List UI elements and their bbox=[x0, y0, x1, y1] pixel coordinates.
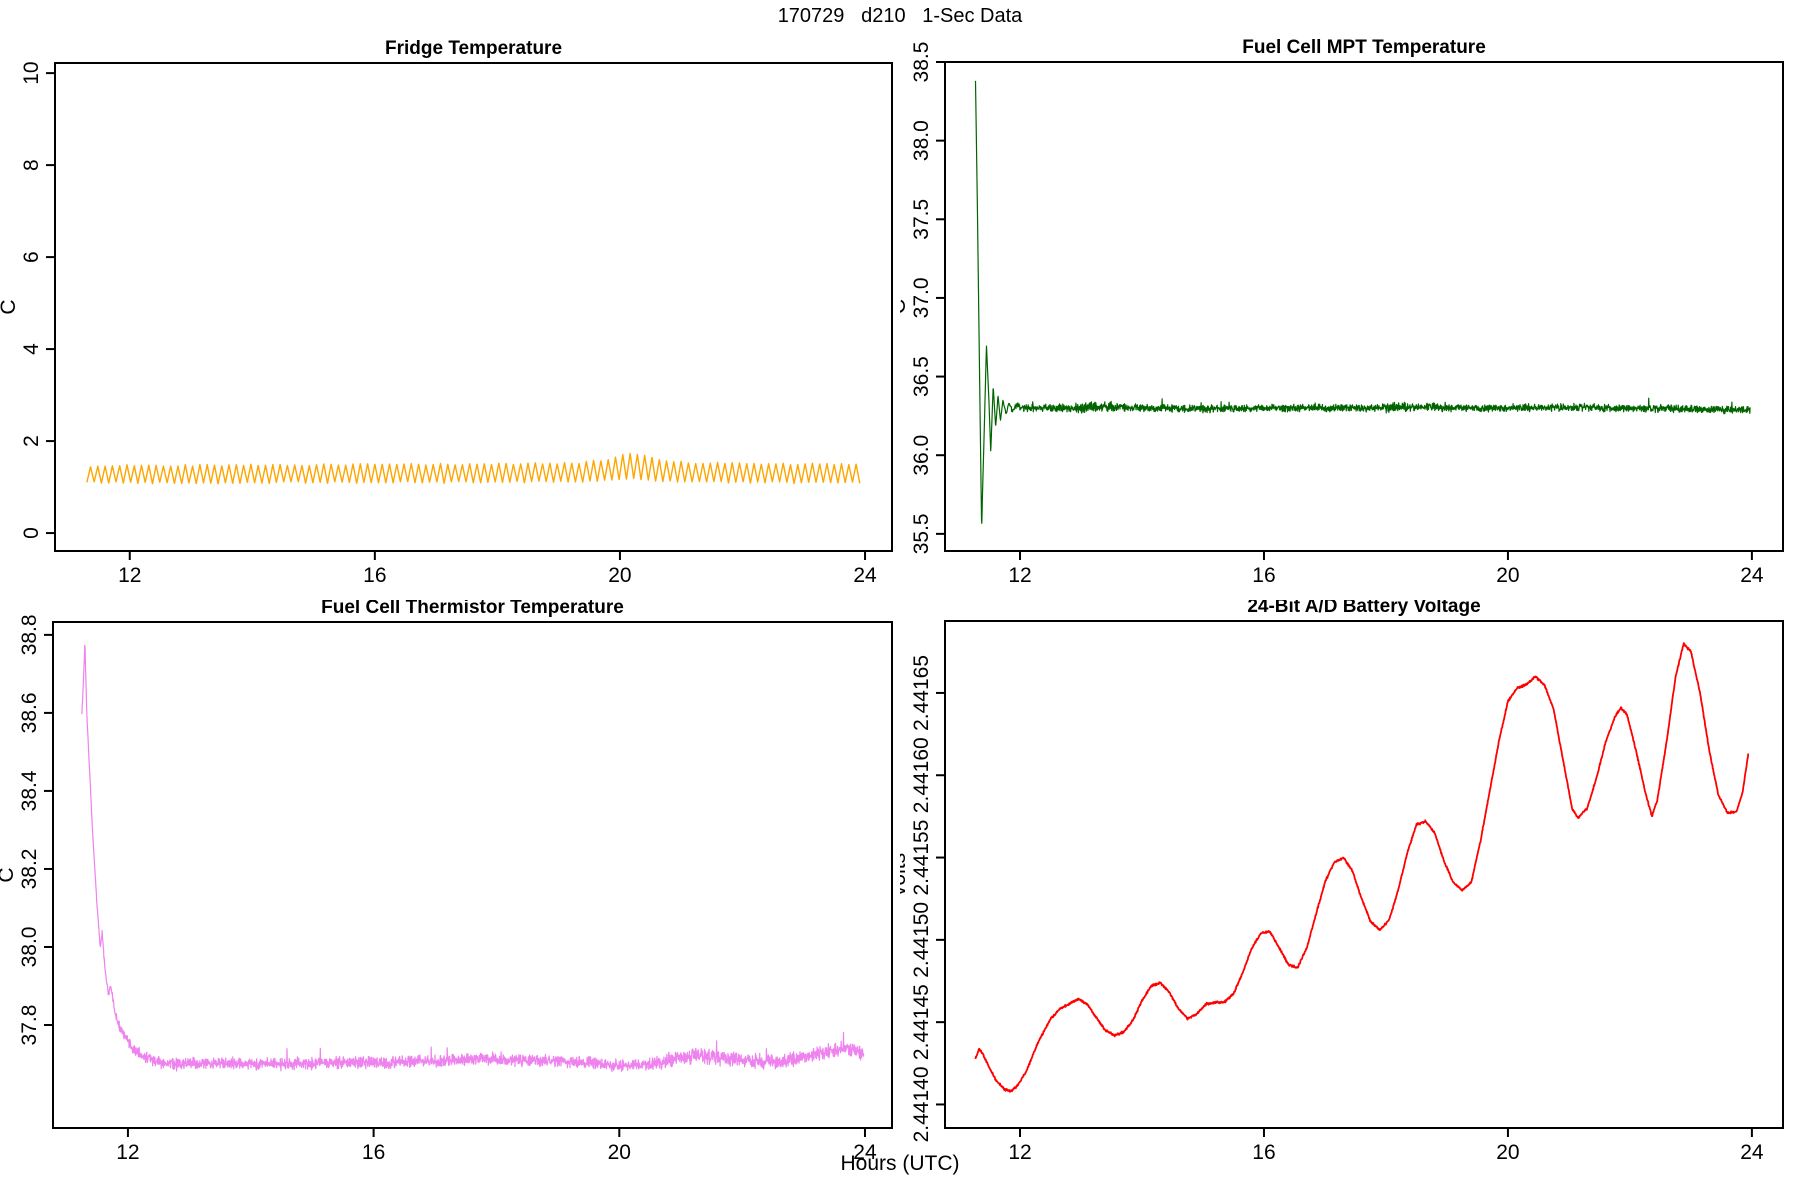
y-tick-label: 2 bbox=[20, 435, 43, 447]
panel-title-fridge-temperature: Fridge Temperature bbox=[385, 38, 562, 59]
y-tick-label: 10 bbox=[20, 61, 43, 84]
x-tick-label: 12 bbox=[118, 564, 141, 587]
y-tick-label: 38.2 bbox=[18, 849, 41, 890]
x-tick-label: 12 bbox=[1008, 564, 1031, 587]
x-axis-title: Hours (UTC) bbox=[840, 1152, 960, 1175]
y-tick-label: 2.44165 bbox=[910, 655, 933, 731]
x-tick-label: 24 bbox=[853, 1141, 877, 1164]
y-tick-label: 2.44155 bbox=[910, 820, 933, 896]
y-tick-label: 0 bbox=[20, 527, 43, 539]
y-tick-label: 6 bbox=[20, 251, 43, 263]
x-tick-label: 16 bbox=[1252, 1141, 1275, 1164]
fuel-cell-thermistor-temperature-series bbox=[81, 644, 865, 1073]
y-tick-label: 38.4 bbox=[18, 770, 41, 811]
y-tick-label: 38.5 bbox=[910, 42, 933, 83]
y-axis-label-fuel-cell-thermistor-temperature: C bbox=[0, 867, 18, 882]
x-tick-label: 16 bbox=[362, 1141, 385, 1164]
y-tick-label: 38.8 bbox=[18, 614, 41, 655]
panel-title-fuel-cell-mpt-temperature: Fuel Cell MPT Temperature bbox=[1242, 37, 1486, 58]
fuel-cell-mpt-temperature-series bbox=[974, 80, 1751, 524]
y-tick-label: 4 bbox=[20, 343, 43, 355]
y-tick-label: 38.0 bbox=[18, 927, 41, 968]
plot-box bbox=[54, 62, 893, 552]
plot-box bbox=[52, 621, 893, 1129]
panel-title-battery-voltage: 24-Bit A/D Battery Voltage bbox=[1247, 600, 1480, 617]
x-tick-label: 12 bbox=[116, 1141, 139, 1164]
y-tick-label: 35.5 bbox=[910, 513, 933, 554]
y-tick-label: 36.5 bbox=[910, 356, 933, 397]
y-tick-label: 37.0 bbox=[910, 277, 933, 318]
y-tick-label: 2.44150 bbox=[910, 902, 933, 978]
x-tick-label: 12 bbox=[1008, 1141, 1031, 1164]
y-tick-label: 8 bbox=[20, 159, 43, 171]
panel-fuel-cell-mpt-temperature: 12 16 20 24 35.5 36.0 36.5 37.0 37.5 38.0 38.5 Fuel… bbox=[900, 37, 1784, 587]
y-tick-label: 36.0 bbox=[910, 435, 933, 476]
x-tick-label: 24 bbox=[853, 564, 877, 587]
y-tick-label: 38.0 bbox=[910, 120, 933, 161]
x-tick-label: 20 bbox=[1496, 1141, 1519, 1164]
x-tick-label: 24 bbox=[1740, 1141, 1764, 1164]
battery-voltage-series bbox=[974, 642, 1750, 1093]
y-tick-label: 2.44140 bbox=[910, 1066, 933, 1142]
x-tick-label: 16 bbox=[1252, 564, 1275, 587]
y-tick-label: 37.5 bbox=[910, 199, 933, 240]
y-tick-label: 2.44160 bbox=[910, 737, 933, 813]
x-tick-label: 20 bbox=[608, 564, 631, 587]
figure-title: 170729 d210 1-Sec Data bbox=[777, 5, 1023, 27]
y-tick-label: 37.8 bbox=[18, 1005, 41, 1046]
panel-battery-voltage: 12 16 20 24 2.44140 2.44145 2.44150 2.44155 2.44… bbox=[900, 600, 1784, 1164]
panel-fuel-cell-thermistor-temperature: 12 16 20 24 37.8 38.0 38.2 38.4 38.6 38.8 Fuel Cel… bbox=[0, 600, 893, 1164]
x-tick-label: 16 bbox=[363, 564, 386, 587]
x-tick-label: 20 bbox=[1496, 564, 1519, 587]
plot-box bbox=[944, 61, 1784, 552]
y-tick-label: 38.6 bbox=[18, 692, 41, 733]
fridge-temperature-series bbox=[86, 452, 861, 485]
y-axis-label-fuel-cell-mpt-temperature: C bbox=[900, 299, 910, 314]
panel-title-fuel-cell-thermistor-temperature: Fuel Cell Thermistor Temperature bbox=[321, 600, 624, 618]
plot-box bbox=[944, 620, 1784, 1129]
y-axis-label-battery-voltage: volts bbox=[900, 853, 910, 896]
y-axis-label-fridge-temperature: C bbox=[0, 299, 20, 314]
x-tick-label: 20 bbox=[608, 1141, 631, 1164]
x-tick-label: 24 bbox=[1740, 564, 1764, 587]
y-tick-label: 2.44145 bbox=[910, 984, 933, 1060]
